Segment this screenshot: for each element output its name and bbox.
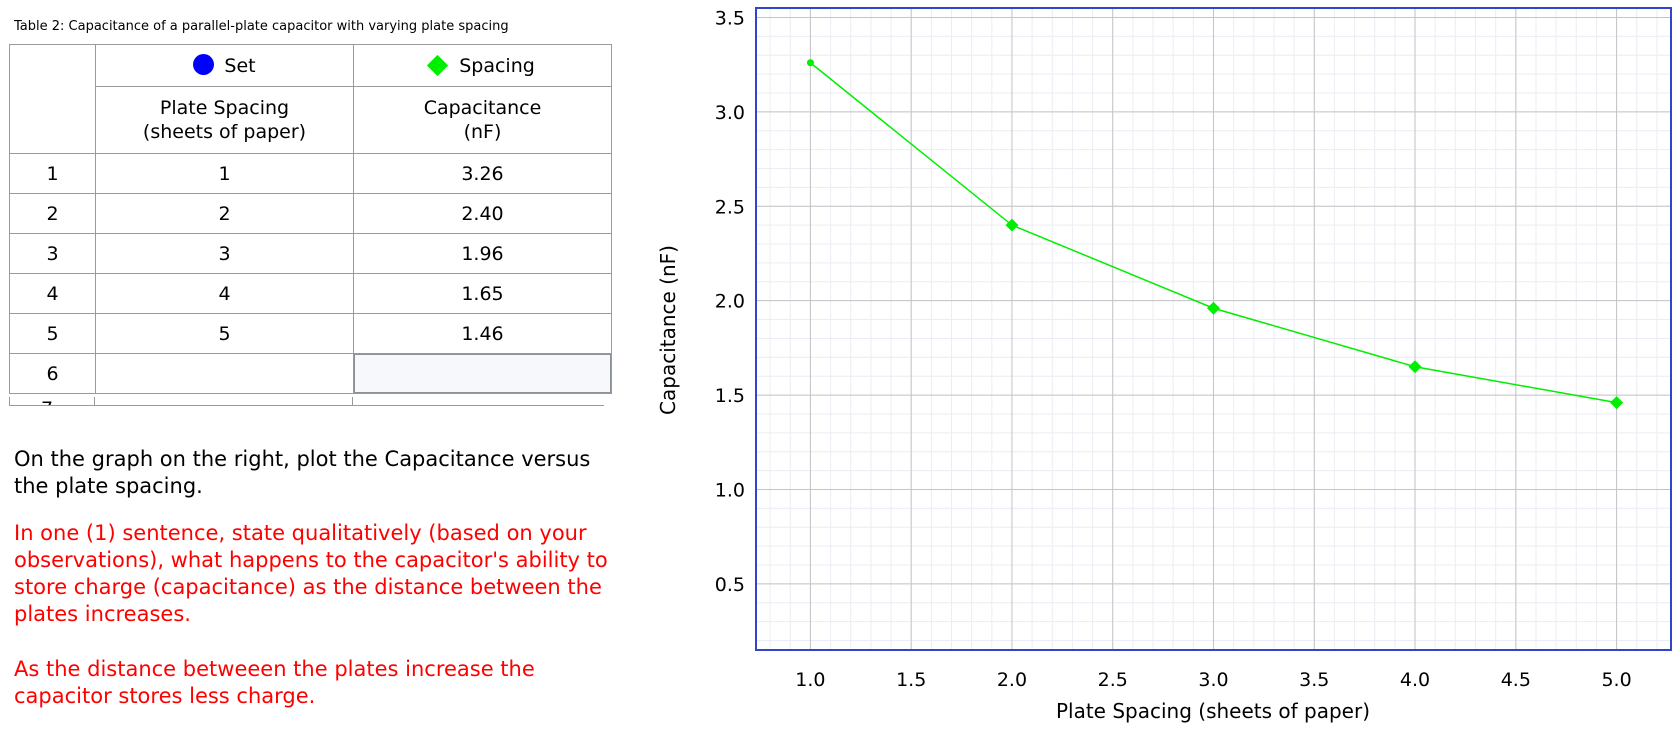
green-diamond-icon [427,54,449,76]
x-tick-label: 3.5 [1299,669,1329,691]
x-tick-label: 4.0 [1400,669,1430,691]
legend-set-label: Set [224,55,256,77]
x-tick-label: 1.5 [896,669,926,691]
table-row: 1 1 3.26 [9,153,612,194]
x-tick-label: 5.0 [1601,669,1631,691]
table-row: 2 2 2.40 [9,193,612,234]
row-index: 6 [9,353,96,394]
minor-grid [756,8,1671,650]
capacitance-cell[interactable]: 1.46 [353,313,612,354]
capacitance-cell[interactable]: 3.26 [353,153,612,194]
cut-divider [352,397,353,406]
row-index: 5 [9,313,96,354]
y-axis-label: Capacitance (nF) [656,245,680,415]
row-index: 4 [9,273,96,314]
data-point-diamond [1207,301,1220,315]
spacing-cell[interactable]: 3 [95,233,354,274]
x-axis-label: Plate Spacing (sheets of paper) [1056,699,1370,723]
spacing-cell[interactable]: 1 [95,153,354,194]
spacing-cell[interactable]: 5 [95,313,354,354]
data-series [806,59,1624,410]
cut-divider [9,397,10,406]
data-point-diamond [1005,218,1019,232]
y-tick-label: 1.0 [715,480,745,502]
corner-cell [9,44,96,154]
legend-spacing-label: Spacing [459,54,535,77]
cut-bottom-border [9,405,604,406]
column-header-spacing: Plate Spacing (sheets of paper) [95,86,354,154]
major-grid [756,8,1671,650]
y-tick-label: 2.5 [715,196,745,218]
x-tick-label: 4.5 [1501,669,1531,691]
spacing-cell[interactable]: 4 [95,273,354,314]
y-tick-label: 2.0 [715,291,745,313]
y-axis-ticks: 0.5 1.0 1.5 2.0 2.5 3.0 3.5 [715,7,745,595]
capacitance-cell[interactable]: 1.96 [353,233,612,274]
y-tick-label: 1.5 [715,385,745,407]
capacitance-cell[interactable]: 1.65 [353,273,612,314]
table-caption: Table 2: Capacitance of a parallel-plate… [14,19,509,34]
table-row: 3 3 1.96 [9,233,612,274]
legend-spacing[interactable]: Spacing [353,44,612,87]
y-tick-label: 3.5 [715,7,745,29]
table-row: 6 [9,353,612,394]
spacing-cell[interactable]: 2 [95,193,354,234]
answer-text: As the distance betweeen the plates incr… [14,657,535,708]
row-index: 2 [9,193,96,234]
instruction-text: On the graph on the right, plot the Capa… [14,447,591,498]
table-row: 4 4 1.65 [9,273,612,314]
spacing-cell[interactable] [95,353,354,394]
capacitance-chart[interactable]: 1.0 1.5 2.0 2.5 3.0 3.5 4.0 4.5 5.0 0.5 1.0 1.5 2.0… [640,0,1672,743]
x-tick-label: 1.0 [795,669,825,691]
y-tick-label: 0.5 [715,574,745,596]
x-axis-ticks: 1.0 1.5 2.0 2.5 3.0 3.5 4.0 4.5 5.0 [795,669,1631,691]
legend-set[interactable]: Set [95,44,354,87]
table-cutoff-row: 7 [9,397,604,406]
data-point-diamond [1610,396,1624,410]
row-index-cut: 7 [41,400,53,407]
row-index: 3 [9,233,96,274]
data-point [806,59,814,67]
capacitance-input[interactable] [354,354,611,393]
column-header-capacitance: Capacitance (nF) [353,86,612,154]
plot-frame [755,7,1672,651]
cut-divider [94,397,95,406]
question-text: In one (1) sentence, state qualitatively… [14,521,608,626]
row-index: 1 [9,153,96,194]
y-tick-label: 3.0 [715,102,745,124]
data-table: Set Spacing Plate Spacing (sheets of pap… [9,44,612,394]
data-point-diamond [1408,360,1422,374]
x-tick-label: 3.0 [1198,669,1228,691]
capacitance-cell[interactable]: 2.40 [353,193,612,234]
table-row: 5 5 1.46 [9,313,612,354]
x-tick-label: 2.0 [997,669,1027,691]
x-tick-label: 2.5 [1098,669,1128,691]
capacitance-cell-editing[interactable] [353,353,612,394]
blue-circle-icon [193,54,215,75]
